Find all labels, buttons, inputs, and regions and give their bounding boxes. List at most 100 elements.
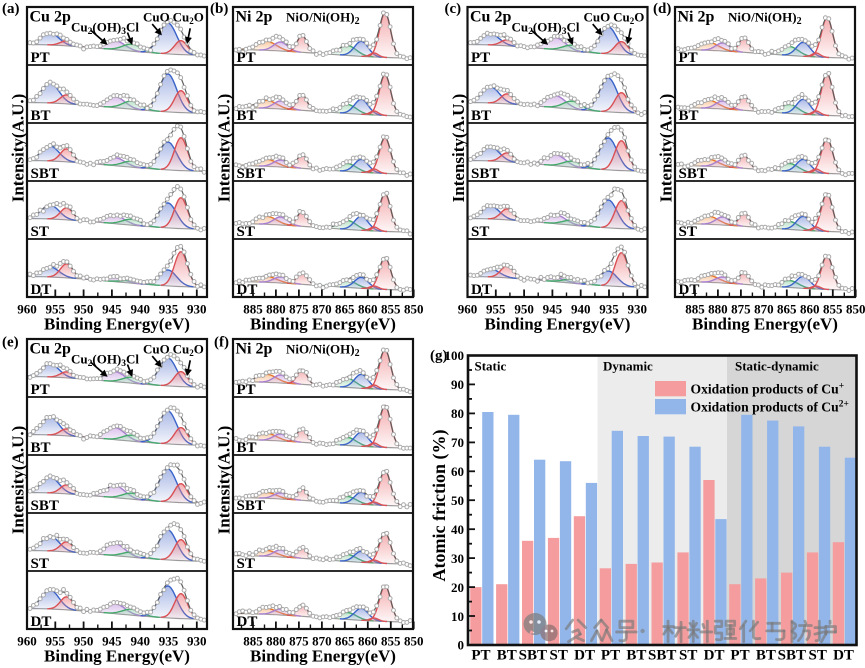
svg-text:Cu 2p: Cu 2p <box>470 8 511 25</box>
svg-text:Cu2(OH)3Cl: Cu2(OH)3Cl <box>512 20 580 38</box>
svg-text:SBT: SBT <box>778 648 806 664</box>
svg-text:CuO: CuO <box>584 9 611 24</box>
svg-text:Intensity(A.U.): Intensity(A.U.) <box>9 94 28 203</box>
svg-text:ST: ST <box>679 224 697 240</box>
svg-text:30: 30 <box>451 551 464 566</box>
svg-text:Intensity(A.U.): Intensity(A.U.) <box>449 94 468 203</box>
svg-text:BT: BT <box>497 648 517 664</box>
svg-text:SBT: SBT <box>519 648 547 664</box>
svg-text:875: 875 <box>731 302 751 317</box>
svg-text:DT: DT <box>31 614 52 630</box>
svg-text:70: 70 <box>451 435 464 450</box>
svg-text:ST: ST <box>31 224 49 240</box>
svg-text:BT: BT <box>626 648 646 664</box>
svg-text:885: 885 <box>243 634 263 649</box>
svg-text:Cu2O: Cu2O <box>173 341 204 358</box>
svg-text:BT: BT <box>31 108 51 124</box>
svg-text:90: 90 <box>451 377 464 392</box>
svg-text:DT: DT <box>471 282 492 298</box>
svg-text:PT: PT <box>31 50 50 66</box>
svg-text:NiO/Ni(OH)2: NiO/Ni(OH)2 <box>728 9 802 27</box>
svg-text:BT: BT <box>31 440 51 456</box>
svg-text:850: 850 <box>404 634 424 649</box>
svg-text:ST: ST <box>471 224 489 240</box>
svg-text:960: 960 <box>458 302 478 317</box>
svg-text:875: 875 <box>289 302 309 317</box>
svg-text:NiO/Ni(OH)2: NiO/Ni(OH)2 <box>286 341 360 359</box>
svg-text:Binding Energy(eV): Binding Energy(eV) <box>250 315 396 334</box>
svg-text:855: 855 <box>381 302 401 317</box>
svg-text:SBT: SBT <box>31 166 59 182</box>
svg-text:Oxidation products of Cu+: Oxidation products of Cu+ <box>691 382 845 397</box>
svg-text:940: 940 <box>571 302 591 317</box>
svg-text:BT: BT <box>237 440 257 456</box>
svg-text:860: 860 <box>800 302 820 317</box>
svg-text:850: 850 <box>404 302 424 317</box>
svg-text:100: 100 <box>445 348 465 363</box>
svg-text:SBT: SBT <box>648 648 676 664</box>
svg-text:935: 935 <box>159 302 179 317</box>
svg-text:Intensity(A.U.): Intensity(A.U.) <box>215 94 234 203</box>
svg-text:860: 860 <box>358 302 378 317</box>
svg-text:SBT: SBT <box>237 498 265 514</box>
svg-text:PT: PT <box>679 50 698 66</box>
svg-text:880: 880 <box>708 302 728 317</box>
svg-text:20: 20 <box>451 580 464 595</box>
svg-text:955: 955 <box>46 634 66 649</box>
svg-text:855: 855 <box>381 634 401 649</box>
svg-text:Binding Energy(eV): Binding Energy(eV) <box>485 315 631 334</box>
svg-text:945: 945 <box>543 302 563 317</box>
svg-text:DT: DT <box>237 282 258 298</box>
svg-text:880: 880 <box>266 302 286 317</box>
svg-text:40: 40 <box>451 522 464 537</box>
svg-text:950: 950 <box>74 302 94 317</box>
svg-text:SBT: SBT <box>31 498 59 514</box>
svg-text:PT: PT <box>237 382 256 398</box>
svg-text:(a): (a) <box>2 1 20 17</box>
svg-text:Intensity(A.U.): Intensity(A.U.) <box>9 426 28 535</box>
svg-text:DT: DT <box>704 648 725 664</box>
svg-text:Oxidation products of Cu2+: Oxidation products of Cu2+ <box>691 400 849 415</box>
svg-text:SBT: SBT <box>471 166 499 182</box>
svg-text:855: 855 <box>823 302 843 317</box>
svg-text:870: 870 <box>312 634 332 649</box>
svg-text:PT: PT <box>31 382 50 398</box>
svg-text:870: 870 <box>312 302 332 317</box>
svg-text:950: 950 <box>74 634 94 649</box>
svg-text:PT: PT <box>601 648 620 664</box>
svg-text:BT: BT <box>237 108 257 124</box>
svg-text:Cu2O: Cu2O <box>613 9 644 26</box>
svg-text:875: 875 <box>289 634 309 649</box>
svg-text:950: 950 <box>514 302 534 317</box>
svg-text:(d): (d) <box>653 1 671 17</box>
svg-text:940: 940 <box>130 634 150 649</box>
svg-text:940: 940 <box>130 302 150 317</box>
svg-text:10: 10 <box>451 609 464 624</box>
svg-text:PT: PT <box>730 648 749 664</box>
svg-text:960: 960 <box>17 302 37 317</box>
svg-text:960: 960 <box>17 634 37 649</box>
svg-text:Static: Static <box>475 359 507 374</box>
svg-text:DT: DT <box>833 648 854 664</box>
svg-text:CuO: CuO <box>143 341 170 356</box>
svg-text:SBT: SBT <box>237 166 265 182</box>
svg-text:870: 870 <box>754 302 774 317</box>
svg-text:865: 865 <box>335 634 355 649</box>
svg-text:Cu2O: Cu2O <box>173 9 204 26</box>
svg-text:60: 60 <box>451 464 464 479</box>
svg-text:PT: PT <box>471 648 490 664</box>
svg-text:BT: BT <box>756 648 776 664</box>
svg-text:Ni 2p: Ni 2p <box>236 340 273 357</box>
svg-text:945: 945 <box>102 302 122 317</box>
svg-text:0: 0 <box>458 638 465 653</box>
svg-text:DT: DT <box>237 614 258 630</box>
svg-text:Intensity(A.U.): Intensity(A.U.) <box>215 426 234 535</box>
svg-text:BT: BT <box>471 108 491 124</box>
svg-text:Intensity(A.U.): Intensity(A.U.) <box>657 94 676 203</box>
svg-text:865: 865 <box>335 302 355 317</box>
svg-text:865: 865 <box>777 302 797 317</box>
svg-text:930: 930 <box>187 302 207 317</box>
svg-text:Static-dynamic: Static-dynamic <box>735 359 819 374</box>
svg-text:935: 935 <box>159 634 179 649</box>
svg-text:NiO/Ni(OH)2: NiO/Ni(OH)2 <box>286 9 360 27</box>
